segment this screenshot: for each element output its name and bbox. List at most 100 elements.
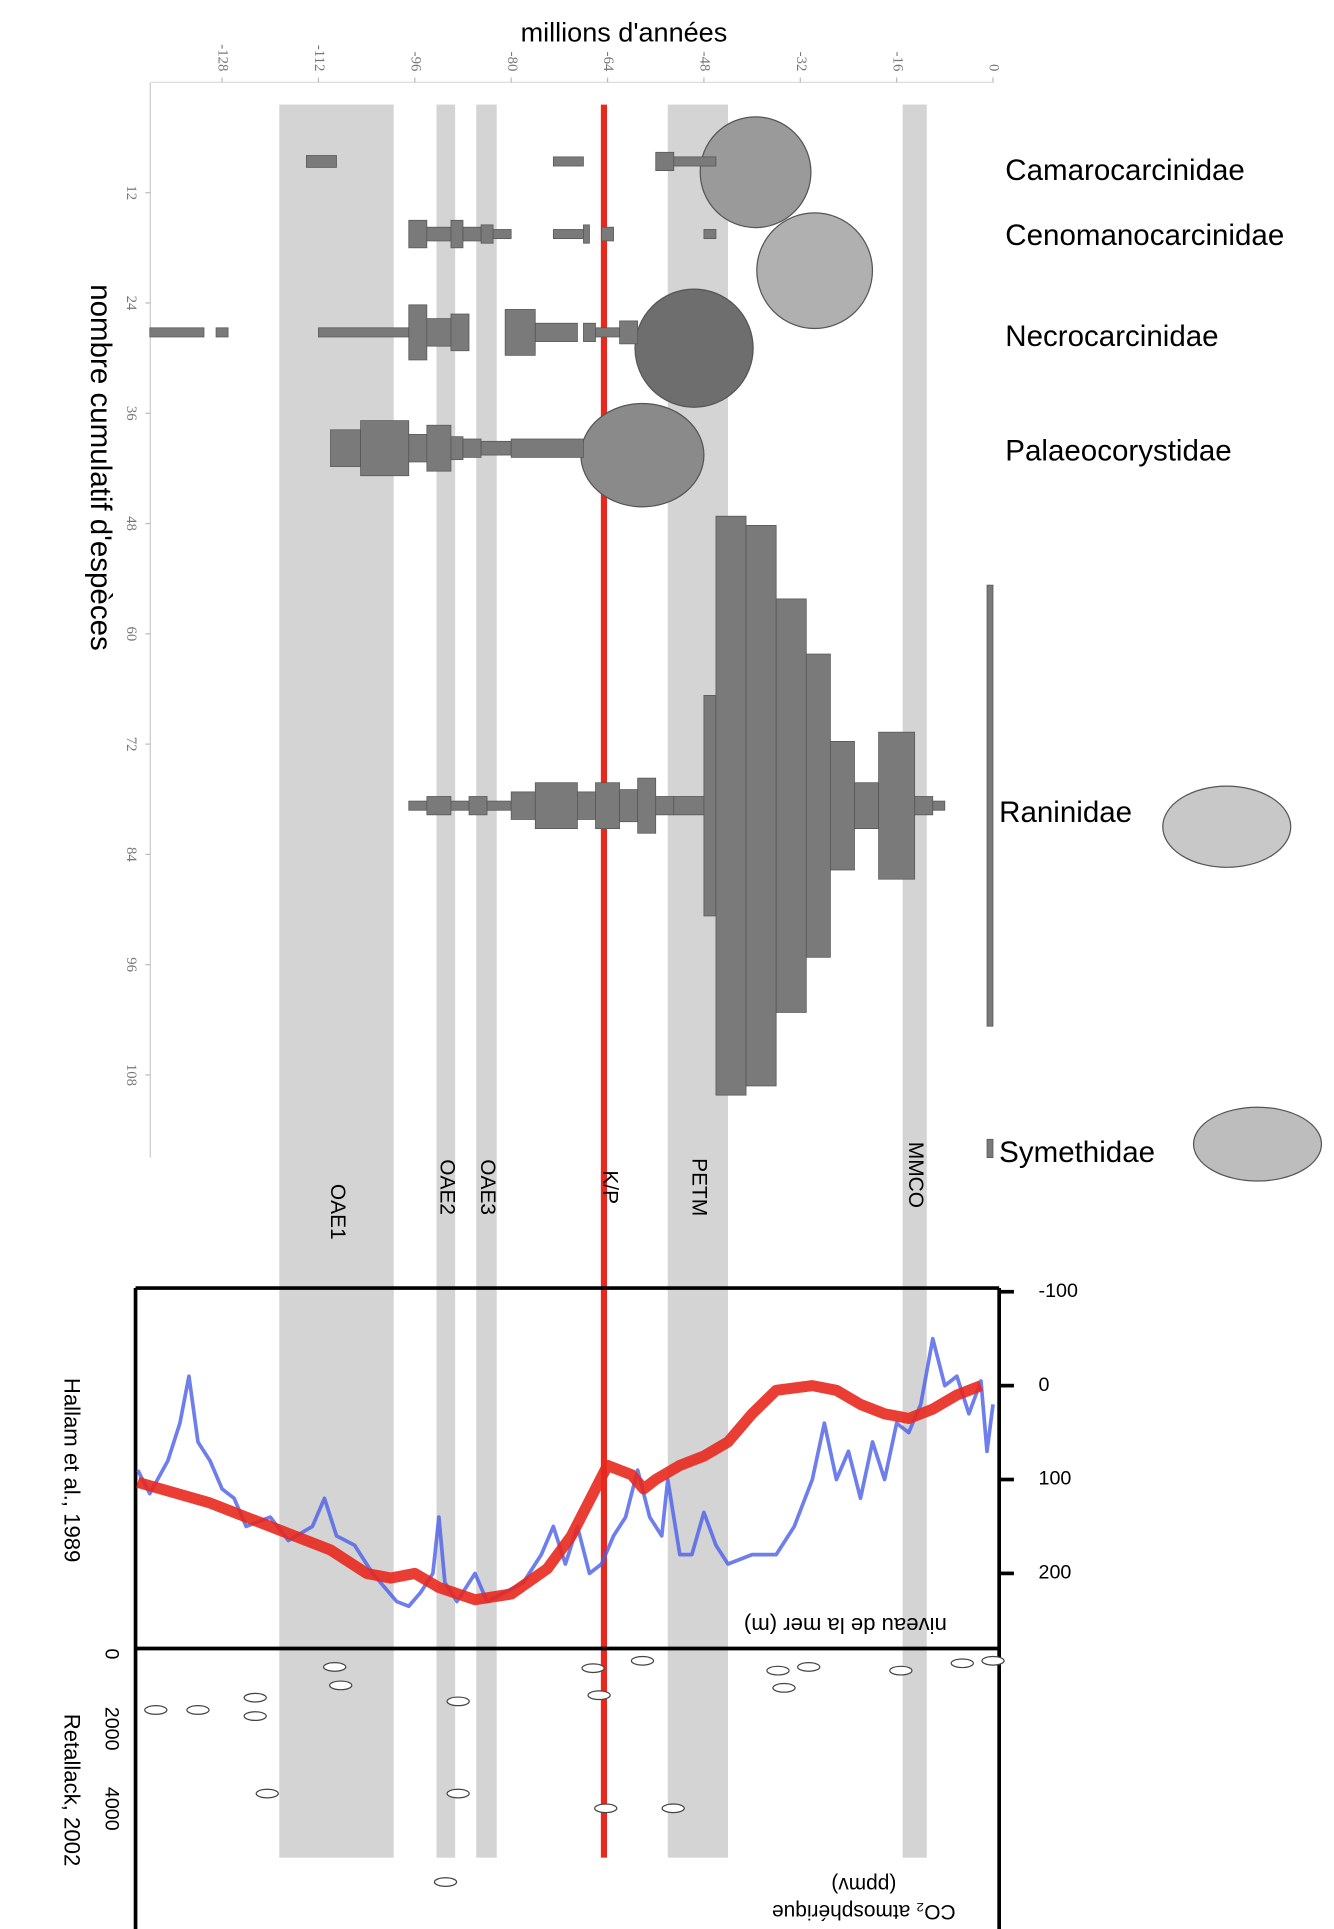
boundary-label: K/P xyxy=(598,1170,621,1204)
spindle-segment xyxy=(408,219,428,249)
y-tick-label: 12 xyxy=(123,185,139,200)
spindle-segment xyxy=(878,731,916,880)
spindle-segment xyxy=(426,318,452,347)
spindle-segment xyxy=(408,800,428,811)
spindle-segment xyxy=(595,782,620,830)
spindle-segment xyxy=(986,584,994,1027)
event-label: OAE2 xyxy=(435,1159,458,1215)
x-tick-label: -64 xyxy=(600,52,616,72)
y-tick-label: 108 xyxy=(123,1064,139,1086)
spindle-segment xyxy=(510,438,584,458)
spindle-segment xyxy=(462,438,482,458)
family-label: Cenomanocarcinidae xyxy=(1005,219,1284,252)
spindle-segment xyxy=(655,796,675,816)
y-tick-label: 72 xyxy=(123,737,139,752)
spindle-segment xyxy=(408,434,428,463)
family-label: Camarocarcinidae xyxy=(1005,154,1245,187)
specimen-image xyxy=(1192,1106,1323,1182)
spindle-segment xyxy=(986,1138,994,1159)
family-label: Palaeocorystidae xyxy=(1005,435,1231,468)
co2-point xyxy=(594,1803,618,1814)
x-tick-label: -128 xyxy=(215,44,231,71)
spindle-segment xyxy=(745,525,777,1087)
event-bands xyxy=(279,104,927,1858)
spindle-segment xyxy=(805,653,831,958)
event-band xyxy=(436,104,456,1858)
spindle-segment xyxy=(480,224,494,244)
y-tick-label: 2000 xyxy=(101,1707,123,1751)
spindle-segment xyxy=(426,226,452,242)
spindle-segment xyxy=(583,322,596,342)
spindle-segment xyxy=(830,740,855,871)
spindle-segment xyxy=(486,800,512,811)
x-tick-label: -32 xyxy=(793,52,809,72)
spindle-segment xyxy=(619,789,639,823)
family-label: Symethidae xyxy=(999,1136,1155,1169)
spindle-segment xyxy=(534,782,578,830)
co2-point xyxy=(630,1655,655,1666)
panel-frames xyxy=(133,1286,1002,1929)
co2-point xyxy=(797,1662,821,1672)
spindle-segment xyxy=(914,796,934,816)
co2-point xyxy=(446,1696,470,1707)
x-axis-title: millions d'années xyxy=(521,18,728,48)
spindle-segment xyxy=(583,224,590,244)
spindle-segment xyxy=(215,327,229,338)
sea-level-smooth xyxy=(136,1380,983,1606)
specimen-image xyxy=(634,288,754,408)
spindle-segment xyxy=(510,791,536,820)
spindle-segment xyxy=(577,791,596,820)
spindle-segment xyxy=(450,436,464,461)
co2-point xyxy=(661,1803,685,1814)
spindle-segment xyxy=(492,229,512,240)
x-tick-label: 0 xyxy=(986,64,1002,71)
spindle-segment xyxy=(408,304,428,361)
y-tick-label: 4000 xyxy=(101,1787,123,1831)
spindle-segment xyxy=(480,440,512,456)
specimen-image xyxy=(580,402,705,508)
spindle-segment xyxy=(595,327,620,338)
specimen-image xyxy=(756,212,874,330)
co2-point xyxy=(587,1690,611,1701)
spindle-segment xyxy=(330,429,361,467)
x-tick-label: -80 xyxy=(504,52,520,72)
x-tick-label: -96 xyxy=(407,52,423,72)
co2-point xyxy=(772,1682,796,1693)
family-label: Necrocarcinidae xyxy=(1005,320,1218,353)
co2-point xyxy=(323,1662,347,1672)
event-label: OAE3 xyxy=(476,1159,499,1215)
spindle-segment xyxy=(318,327,410,338)
family-label: Raninidae xyxy=(999,796,1132,829)
spindle-segment xyxy=(854,782,879,830)
co2-point xyxy=(581,1663,605,1674)
spindle-segment xyxy=(468,796,488,816)
spindle-segment xyxy=(655,151,675,172)
y-tick-label: 36 xyxy=(123,406,139,421)
co2-point xyxy=(243,1692,267,1703)
co2-point xyxy=(144,1705,168,1715)
spindle-segment xyxy=(426,424,452,472)
spindle-segment xyxy=(360,420,410,477)
spindle-segment xyxy=(775,598,807,1013)
y-tick-label: 0 xyxy=(1039,1374,1050,1396)
event-label: OAE1 xyxy=(326,1184,349,1240)
event-band xyxy=(902,104,927,1858)
spindle-segment xyxy=(673,156,717,167)
spindle-segment xyxy=(637,777,657,834)
spindle-segment xyxy=(552,156,584,167)
spindle-segment xyxy=(601,226,614,242)
spindle-segment xyxy=(426,796,452,816)
co2-point xyxy=(329,1680,353,1691)
spindle-segment xyxy=(715,515,747,1096)
y-tick-label: 100 xyxy=(1039,1468,1072,1490)
sea-level-curve xyxy=(136,1336,995,1609)
specimen-images xyxy=(580,116,1323,1182)
spindle-segment xyxy=(504,309,536,356)
y2-axis-title: niveau de la mer (m) xyxy=(744,1613,947,1638)
spindle-segment xyxy=(703,695,717,917)
co2-point xyxy=(433,1877,458,1887)
y-axis-title: nombre cumulatif d'espèces xyxy=(84,284,117,651)
specimen-image xyxy=(1162,785,1292,868)
